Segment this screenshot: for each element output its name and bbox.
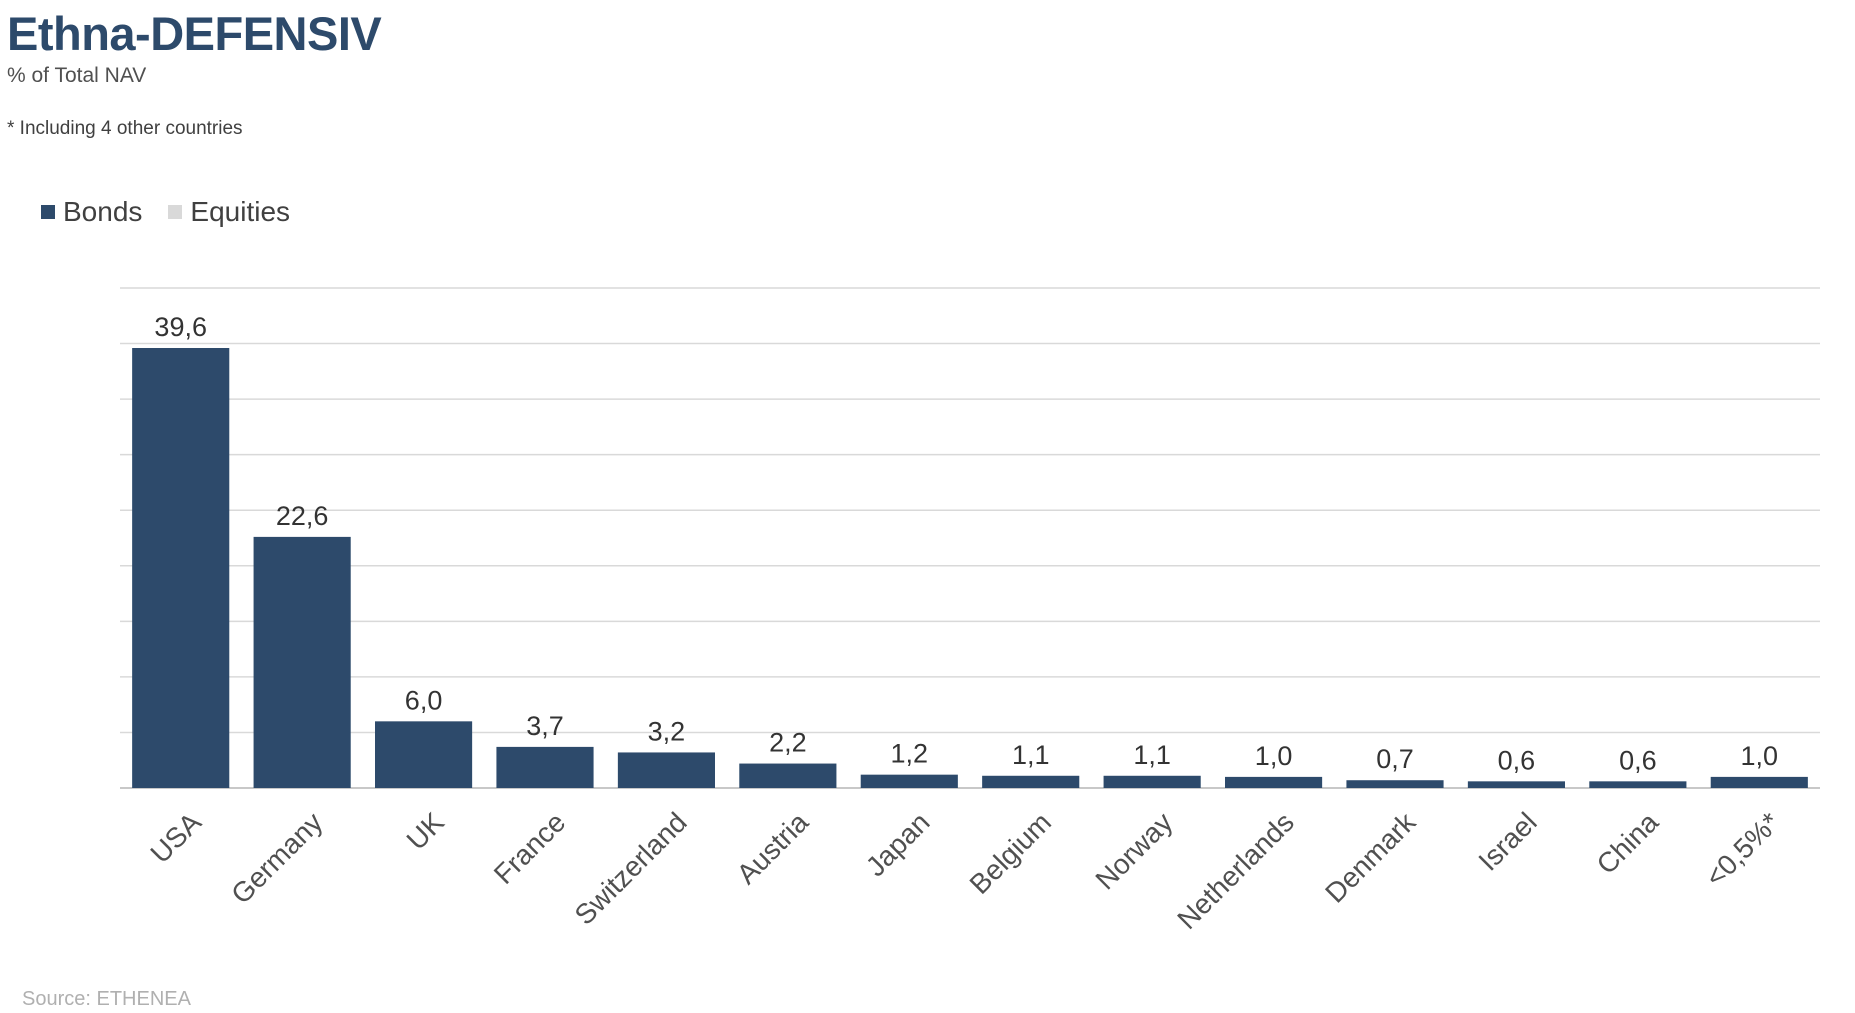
source-note: Source: ETHENEA bbox=[22, 988, 191, 1010]
data-label: 22,6 bbox=[276, 501, 329, 531]
chart-legend: Bonds Equities bbox=[41, 196, 316, 228]
legend-item-bonds: Bonds bbox=[41, 196, 142, 228]
x-tick-label: <0,5%* bbox=[1699, 806, 1785, 892]
x-tick-label: Japan bbox=[860, 806, 936, 882]
x-tick-label: China bbox=[1591, 806, 1665, 880]
x-tick-label: Norway bbox=[1089, 806, 1178, 895]
legend-swatch-equities bbox=[168, 205, 183, 219]
x-tick-label: Denmark bbox=[1319, 806, 1422, 909]
bar-bonds-10 bbox=[1346, 780, 1444, 788]
x-tick-label: USA bbox=[144, 806, 207, 869]
chart-title: Ethna-DEFENSIV bbox=[7, 7, 382, 60]
x-tick-label: UK bbox=[401, 806, 451, 856]
data-label: 39,6 bbox=[154, 312, 207, 342]
x-tick-label: Netherlands bbox=[1171, 806, 1300, 935]
bars bbox=[132, 348, 1808, 788]
data-label: 0,6 bbox=[1498, 745, 1536, 775]
x-tick-label: Austria bbox=[731, 806, 815, 890]
data-label: 1,2 bbox=[891, 739, 929, 769]
x-tick-label: Germany bbox=[225, 806, 328, 909]
bar-bonds-7 bbox=[982, 775, 1080, 788]
bar-bonds-4 bbox=[617, 752, 715, 788]
x-tick-label: France bbox=[488, 806, 572, 890]
legend-label-bonds: Bonds bbox=[63, 196, 143, 227]
bar-bonds-11 bbox=[1467, 781, 1565, 788]
gridlines bbox=[120, 287, 1820, 789]
x-tick-label: Israel bbox=[1472, 806, 1542, 876]
bar-bonds-13 bbox=[1710, 776, 1808, 788]
legend-swatch-bonds bbox=[41, 205, 55, 219]
data-label: 6,0 bbox=[405, 685, 443, 715]
bar-bonds-12 bbox=[1589, 781, 1687, 788]
bar-bonds-0 bbox=[132, 348, 230, 788]
data-label: 1,0 bbox=[1255, 741, 1293, 771]
legend-item-equities: Equities bbox=[168, 196, 290, 228]
bar-bonds-2 bbox=[375, 721, 473, 788]
chart-subtitle: % of Total NAV bbox=[7, 64, 147, 87]
data-label: 2,2 bbox=[769, 728, 807, 758]
legend-label-equities: Equities bbox=[190, 196, 291, 227]
data-label: 0,6 bbox=[1619, 745, 1657, 775]
data-label: 1,1 bbox=[1012, 740, 1050, 770]
data-label: 3,7 bbox=[526, 711, 564, 741]
bar-bonds-6 bbox=[860, 774, 958, 788]
data-labels: 39,6 22,6 6,0 3,7 3,2 2,2 1,2 1,1 1,1 1,0 0,7 0,6 0,… bbox=[154, 312, 1778, 775]
bar-bonds-3 bbox=[496, 746, 594, 788]
bar-bonds-1 bbox=[253, 536, 351, 788]
data-label: 1,0 bbox=[1741, 741, 1779, 771]
bar-bonds-9 bbox=[1225, 776, 1323, 788]
data-label: 1,1 bbox=[1133, 740, 1171, 770]
chart-note: * Including 4 other countries bbox=[7, 118, 243, 139]
bar-bonds-8 bbox=[1103, 775, 1201, 788]
data-label: 0,7 bbox=[1376, 744, 1414, 774]
data-label: 3,2 bbox=[648, 716, 686, 746]
bar-bonds-5 bbox=[739, 763, 837, 788]
x-tick-label: Belgium bbox=[964, 806, 1057, 899]
x-tick-label: Switzerland bbox=[569, 806, 693, 930]
